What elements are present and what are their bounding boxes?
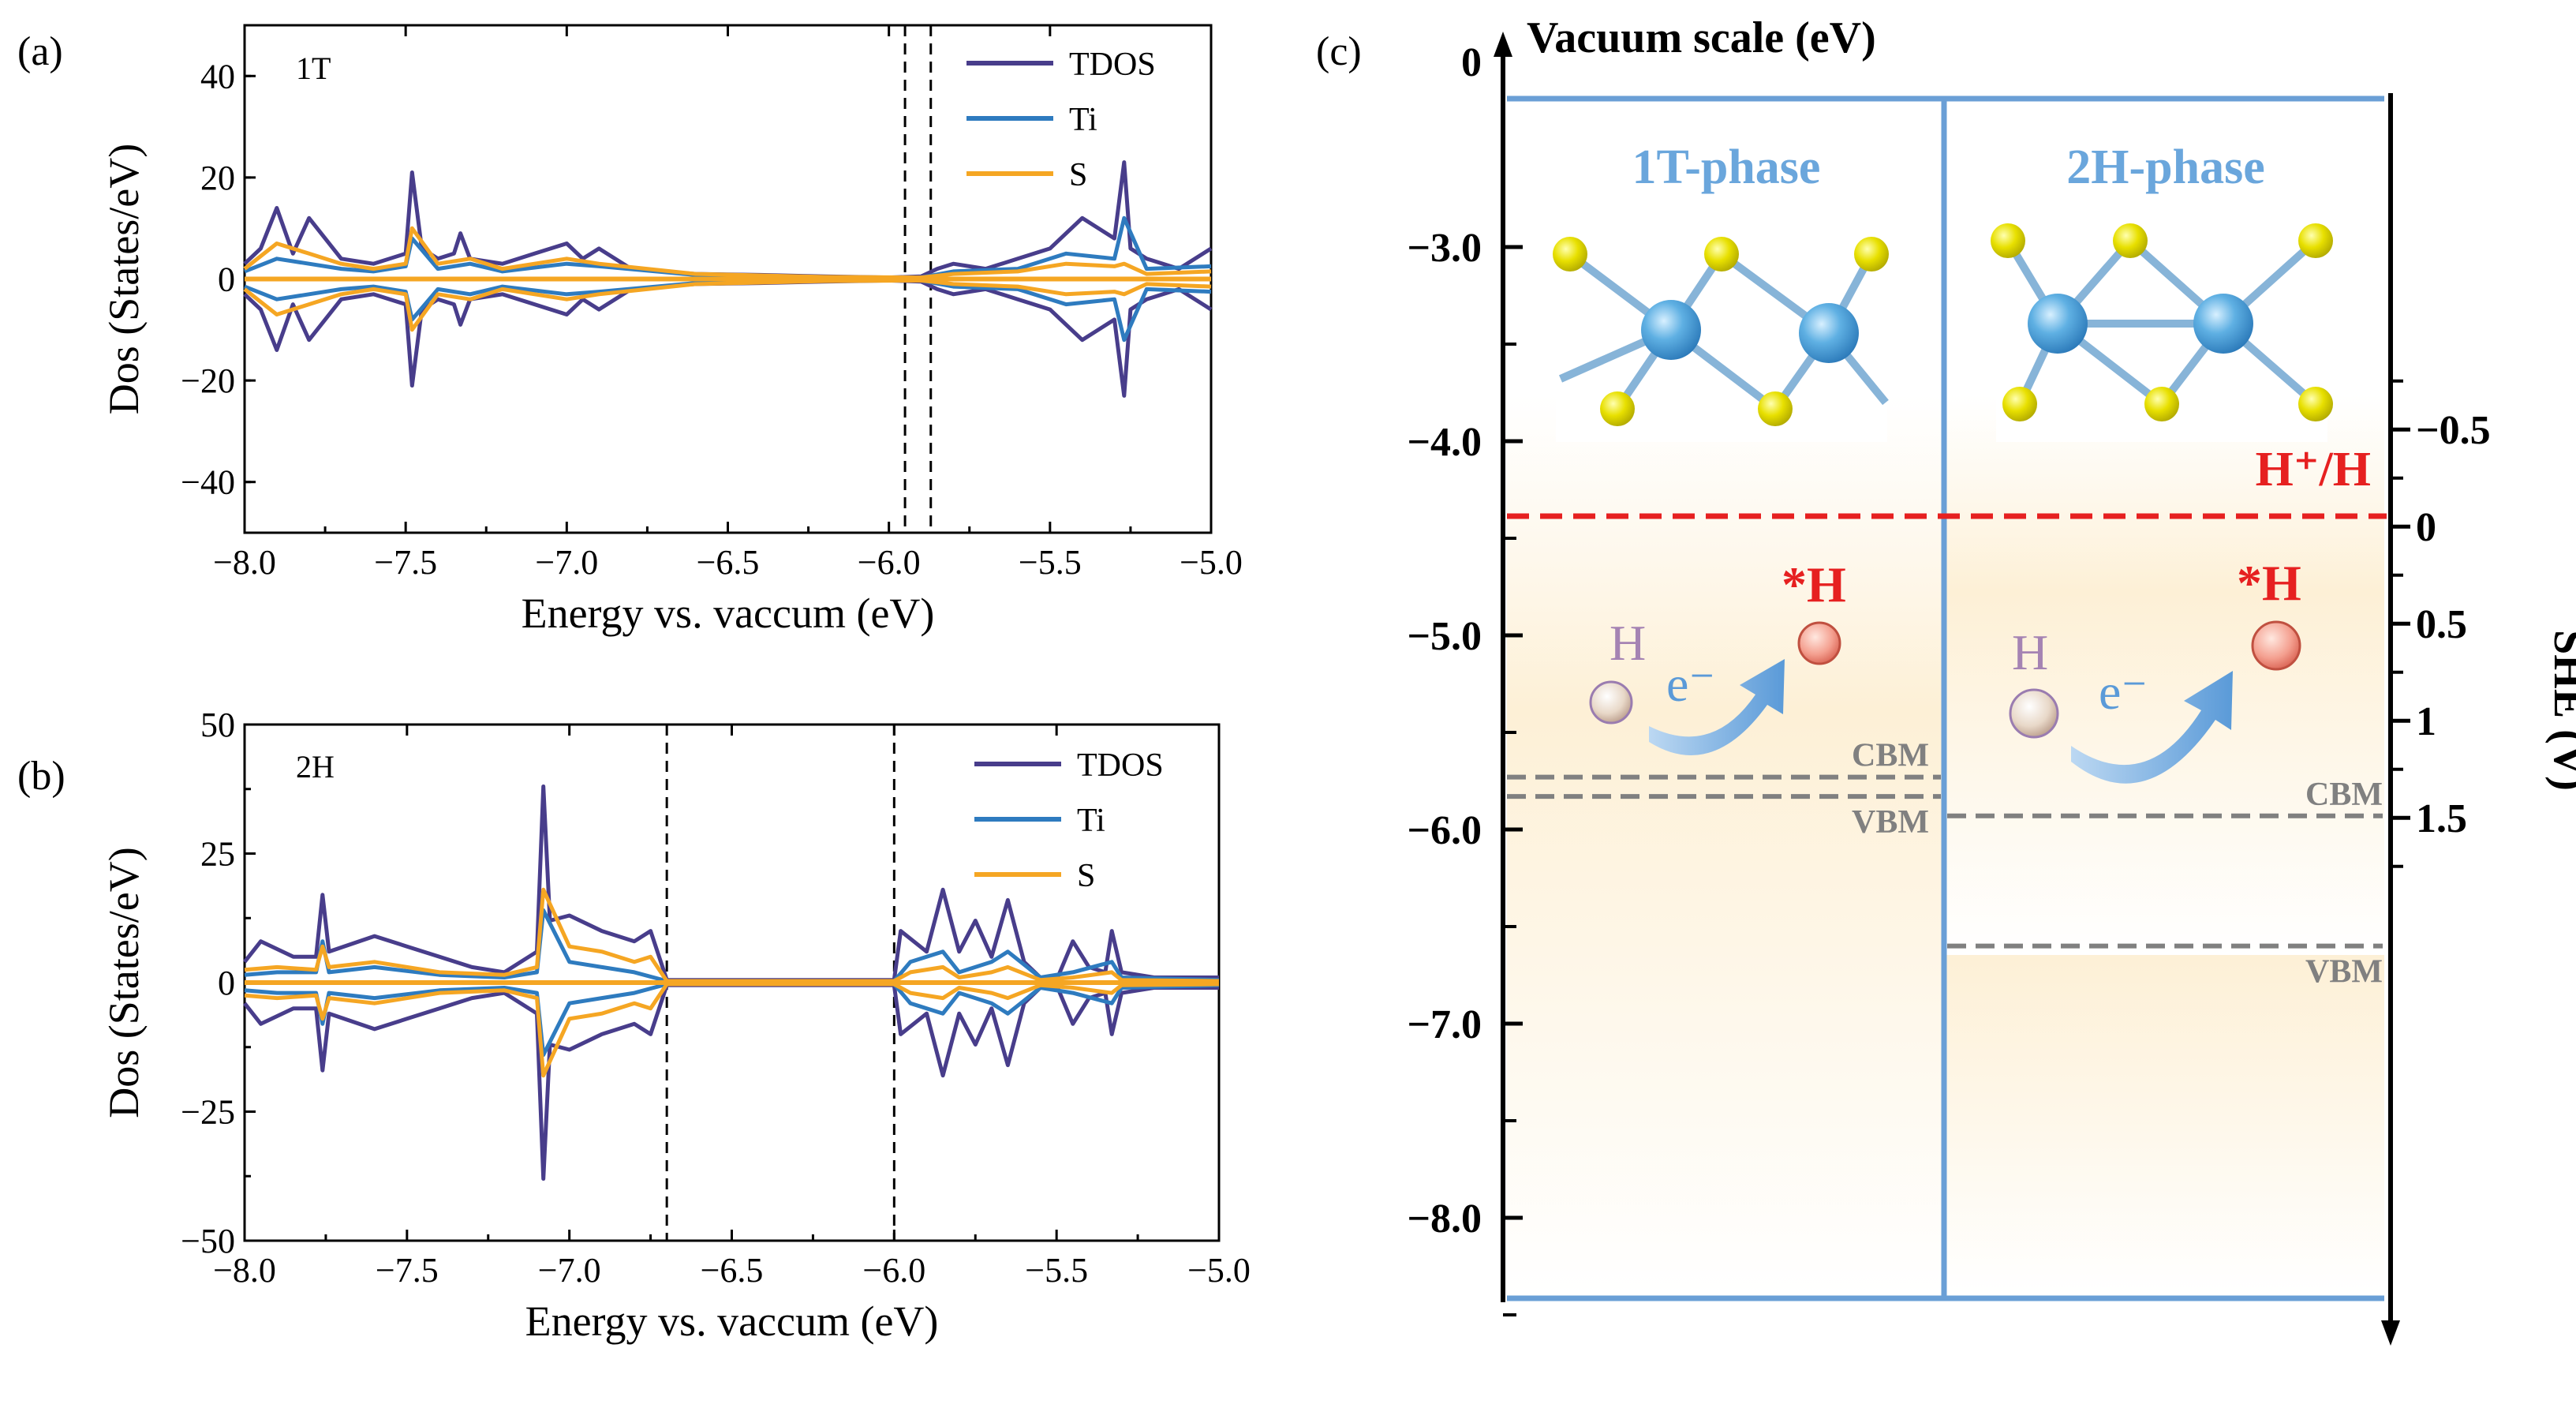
h-plus-h-label: H⁺/H — [2256, 443, 2371, 496]
legend-label-ti: Ti — [1069, 102, 1097, 138]
x-tick-label: −6.5 — [697, 543, 760, 582]
legend-label-tdos: TDOS — [1077, 747, 1164, 784]
series-line-tdos-up — [243, 160, 1213, 280]
left-axis-arrow — [1494, 32, 1512, 57]
phase2-hstar-atom — [2251, 620, 2301, 671]
panel-label-c: (c) — [1316, 29, 1362, 74]
phase2-gradient — [1944, 955, 2384, 1294]
panel-label-a: (a) — [17, 29, 63, 74]
series-line-ti-up — [244, 215, 1212, 280]
right-tick-label: 0.5 — [2416, 602, 2467, 647]
panel-a-chart: −8.0 −7.5 −7.0 −6.5 −6.0 −5.5 −5.0 −40 −20 0 20 40 E… — [100, 24, 1243, 637]
legend-label-s: S — [1077, 858, 1095, 894]
y-tick-label: 0 — [218, 260, 235, 299]
structure-1t — [1553, 221, 1889, 442]
y-tick-label: 20 — [200, 159, 235, 197]
phase2-h-atom — [2009, 688, 2059, 739]
legend-label-ti: Ti — [1077, 803, 1105, 839]
y-tick-label: 0 — [218, 964, 235, 1002]
x-tick-label: −7.0 — [535, 543, 598, 582]
series-line-s-down — [243, 278, 1212, 332]
series-line-ti-up — [244, 908, 1220, 983]
x-tick-label: −5.0 — [1187, 1251, 1251, 1290]
x-tick-label: −8.0 — [213, 1251, 276, 1290]
vbm-label: VBM — [1852, 804, 1929, 841]
panel-c-diagram: 0 −3.0 −4.0 −5.0 −6.0 −7.0 −8.0 −0.5 0 0.5 1 1.5 V… — [1407, 13, 2576, 1346]
x-tick-label: −5.0 — [1180, 543, 1243, 582]
left-tick-label: −4.0 — [1407, 420, 1482, 465]
x-tick-label: −6.0 — [862, 1251, 925, 1290]
series-line-tdos-up — [243, 785, 1219, 983]
vbm-label: VBM — [2305, 954, 2383, 990]
series-line-tdos-down — [243, 278, 1213, 398]
series-line-tdos-down — [243, 983, 1219, 1181]
right-tick-label: 0 — [2416, 505, 2436, 550]
left-tick-label: −6.0 — [1407, 808, 1482, 853]
legend-label-tdos: TDOS — [1069, 47, 1156, 83]
phase1-h-label: H — [1610, 615, 1646, 671]
cbm-label: CBM — [1852, 738, 1929, 774]
x-tick-label: −6.0 — [858, 543, 921, 582]
left-tick-label: −8.0 — [1407, 1196, 1482, 1241]
left-tick-label: −3.0 — [1407, 226, 1482, 271]
series-line-s-up — [244, 887, 1220, 983]
phase2-title: 2H-phase — [2066, 140, 2264, 194]
phase1-gradient — [1507, 395, 1942, 1294]
x-tick-label: −7.0 — [538, 1251, 601, 1290]
series-line-s-down — [244, 982, 1220, 1078]
x-tick-label: −8.0 — [213, 543, 276, 582]
x-tick-label: −7.5 — [376, 1251, 439, 1290]
phase1-h-atom — [1589, 680, 1633, 725]
y-tick-label: −50 — [181, 1222, 235, 1260]
x-tick-label: −7.5 — [374, 543, 437, 582]
panel-b-chart: −8.0 −7.5 −7.0 −6.5 −6.0 −5.5 −5.0 −50 −25 0 25 50 E… — [100, 706, 1251, 1345]
phase1-electron-label: e⁻ — [1666, 656, 1715, 712]
phase2-arrow-icon — [2071, 671, 2233, 784]
phase-tag: 2H — [296, 749, 335, 785]
legend-label-s: S — [1069, 157, 1087, 193]
x-axis-label: Energy vs. vaccum (eV) — [525, 1298, 939, 1345]
x-axis-label: Energy vs. vaccum (eV) — [522, 590, 935, 637]
left-tick-label: 0 — [1461, 40, 1482, 85]
y-tick-label: −25 — [181, 1093, 235, 1132]
y-axis-label: Dos (States/eV) — [100, 144, 148, 414]
x-tick-label: −5.5 — [1025, 1251, 1088, 1290]
y-axis-label: Dos (States/eV) — [100, 847, 148, 1118]
phase2-hstar-label: *H — [2237, 555, 2301, 611]
vacuum-scale-title: Vacuum scale (eV) — [1527, 13, 1876, 62]
series-line-s-up — [243, 226, 1212, 280]
she-axis-label: SHE (V) — [2544, 630, 2576, 791]
y-tick-label: 25 — [200, 835, 235, 874]
phase1-hstar-label: *H — [1782, 556, 1846, 612]
right-tick-label: 1.5 — [2416, 796, 2467, 841]
right-axis-arrow — [2381, 1320, 2400, 1346]
right-tick-label: −0.5 — [2416, 408, 2491, 453]
y-tick-label: −20 — [181, 361, 235, 400]
phase-tag: 1T — [296, 51, 331, 86]
right-tick-label: 1 — [2416, 699, 2436, 744]
phase1-arrow-icon — [1649, 659, 1785, 756]
left-tick-label: −5.0 — [1407, 614, 1482, 659]
y-tick-label: −40 — [181, 463, 235, 502]
phase1-her: H e⁻ *H — [1589, 556, 1846, 756]
structure-2h — [1991, 221, 2333, 442]
y-tick-label: 50 — [200, 706, 235, 744]
phase1-title: 1T-phase — [1632, 140, 1821, 194]
cbm-label: CBM — [2305, 777, 2383, 813]
phase2-her: H e⁻ *H — [2009, 555, 2301, 784]
y-tick-label: 40 — [200, 57, 235, 95]
phase2-h-label: H — [2012, 624, 2048, 680]
panel-label-b: (b) — [17, 754, 65, 799]
x-tick-label: −5.5 — [1019, 543, 1082, 582]
left-tick-label: −7.0 — [1407, 1002, 1482, 1047]
x-tick-label: −6.5 — [701, 1251, 764, 1290]
series-line-ti-down — [244, 982, 1220, 1058]
phase2-electron-label: e⁻ — [2099, 664, 2148, 720]
series-line-ti-down — [244, 278, 1212, 343]
phase1-hstar-atom — [1797, 621, 1841, 665]
phase2-upper-gradient — [1944, 395, 2384, 955]
